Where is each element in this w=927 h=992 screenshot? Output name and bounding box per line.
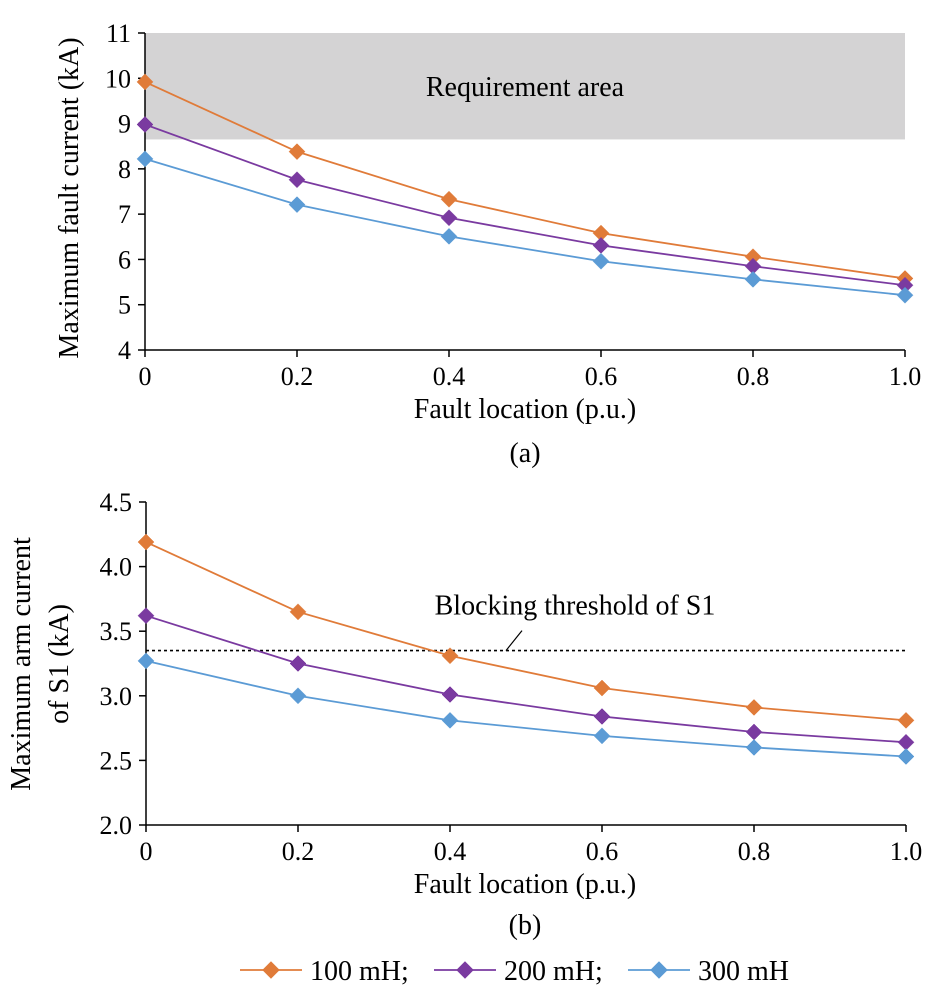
x-tick-label-a: 0.4 <box>433 362 466 391</box>
y-tick-label-b: 4.5 <box>100 488 133 517</box>
panel-b-chart: Blocking threshold of S1 2.0 2.5 3.0 3.5 4.0… <box>6 488 922 941</box>
legend-marker-1 <box>456 961 474 979</box>
x-axis-title-b: Fault location (p.u.) <box>414 869 636 900</box>
point-300mh-a <box>744 271 762 288</box>
blocking-threshold-label: Blocking threshold of S1 <box>435 591 716 622</box>
point-200mh-a <box>592 237 610 254</box>
point-100mh-a <box>136 73 154 91</box>
requirement-area-label: Requirement area <box>426 72 625 103</box>
y-axis-title-a: Maximum fault current (kA) <box>54 37 85 358</box>
y-tick-label-a: 7 <box>118 200 131 229</box>
point-200mh-b <box>289 655 307 672</box>
threshold-leader-line <box>505 630 523 651</box>
point-200mh-b <box>441 686 459 703</box>
y-tick-label-a: 4 <box>118 336 131 365</box>
y-tick-label-a: 11 <box>106 19 131 48</box>
x-tick-label-a: 1.0 <box>889 362 922 391</box>
point-200mh-b <box>137 607 155 625</box>
x-axis-title-a: Fault location (p.u.) <box>414 394 636 425</box>
point-200mh-a <box>288 171 306 189</box>
panel-label-b: (b) <box>509 910 542 941</box>
point-300mh-b <box>137 652 155 670</box>
x-tick-label-b: 0 <box>140 837 153 866</box>
point-100mh-b <box>289 603 307 621</box>
x-tick-label-a: 0 <box>139 362 152 391</box>
point-300mh-a <box>896 286 914 304</box>
point-300mh-a <box>592 252 610 270</box>
point-100mh-b <box>137 533 155 551</box>
point-300mh-b <box>441 711 459 729</box>
point-100mh-b <box>441 647 459 665</box>
point-100mh-b <box>897 711 915 729</box>
point-100mh-a <box>440 190 458 208</box>
point-300mh-b <box>745 739 763 756</box>
y-tick-label-b: 2.0 <box>100 811 133 840</box>
series-line-300mh-a <box>144 158 906 297</box>
series-layer-b <box>137 533 915 765</box>
series-line-300mh-b <box>145 660 907 758</box>
legend-label-1: 200 mH; <box>504 956 603 987</box>
point-300mh-a <box>440 227 458 245</box>
y-tick-label-b: 3.0 <box>100 682 133 711</box>
y-tick-label-a: 9 <box>118 110 131 139</box>
legend-marker-0 <box>262 961 280 979</box>
series-layer <box>136 73 914 304</box>
legend-marker-2 <box>650 961 668 979</box>
series-line-100mh-a <box>144 81 906 280</box>
annotation-layer-b: Blocking threshold of S1 <box>146 591 906 652</box>
x-tick-label-b: 0.4 <box>434 837 467 866</box>
y-tick-label-b: 3.5 <box>100 617 133 646</box>
y-tick-label-a: 5 <box>118 291 131 320</box>
y-tick-label-b: 4.0 <box>100 553 133 582</box>
x-tick-label-b: 0.8 <box>738 837 771 866</box>
legend: 100 mH; 200 mH; 300 mH <box>240 956 789 987</box>
x-tick-label-a: 0.6 <box>585 362 618 391</box>
point-300mh-b <box>897 748 915 765</box>
x-tick-label-a: 0.2 <box>281 362 314 391</box>
x-tick-label-b: 0.2 <box>282 837 315 866</box>
point-100mh-a <box>288 143 306 161</box>
point-100mh-b <box>745 699 763 716</box>
x-tick-label-b: 1.0 <box>890 837 923 866</box>
point-200mh-b <box>897 733 915 751</box>
point-300mh-b <box>289 687 307 705</box>
point-200mh-b <box>593 708 611 725</box>
point-200mh-b <box>745 723 763 741</box>
axes-layer-b: 2.0 2.5 3.0 3.5 4.0 4.5 0 0.2 0.4 0.6 0.8 1.0 <box>100 488 923 866</box>
series-line-200mh-b <box>145 614 907 744</box>
point-300mh-b <box>593 727 611 745</box>
y-tick-label-a: 6 <box>118 245 131 274</box>
point-100mh-b <box>593 679 611 697</box>
series-line-100mh-b <box>145 541 907 722</box>
panel-label-a: (a) <box>509 438 540 469</box>
legend-label-2: 300 mH <box>698 956 789 987</box>
axes-layer: 4 5 6 7 8 9 10 11 0 0.2 0.4 0.6 0.8 1.0 <box>105 19 921 391</box>
point-300mh-a <box>136 150 154 168</box>
y-tick-label-b: 2.5 <box>100 746 133 775</box>
point-200mh-a <box>136 116 154 133</box>
legend-label-0: 100 mH; <box>310 956 409 987</box>
y-tick-label-a: 10 <box>105 64 131 93</box>
point-200mh-a <box>440 209 458 227</box>
requirement-area-layer <box>145 33 905 140</box>
series-line-200mh-a <box>144 123 906 287</box>
point-300mh-a <box>288 196 306 213</box>
y-axis-title-b-line1: Maximum arm current <box>6 537 37 791</box>
x-tick-label-a: 0.8 <box>737 362 770 391</box>
panel-a-chart: Requirement area 4 5 6 7 8 9 10 11 0 0.2 0.4 0.6 0.8… <box>54 19 921 469</box>
x-tick-label-b: 0.6 <box>586 837 619 866</box>
annotation-layer: Requirement area <box>426 72 625 103</box>
y-tick-label-a: 8 <box>118 155 131 184</box>
requirement-area-rect <box>145 33 905 140</box>
y-axis-title-b-line2: of S1 (kA) <box>44 604 75 724</box>
